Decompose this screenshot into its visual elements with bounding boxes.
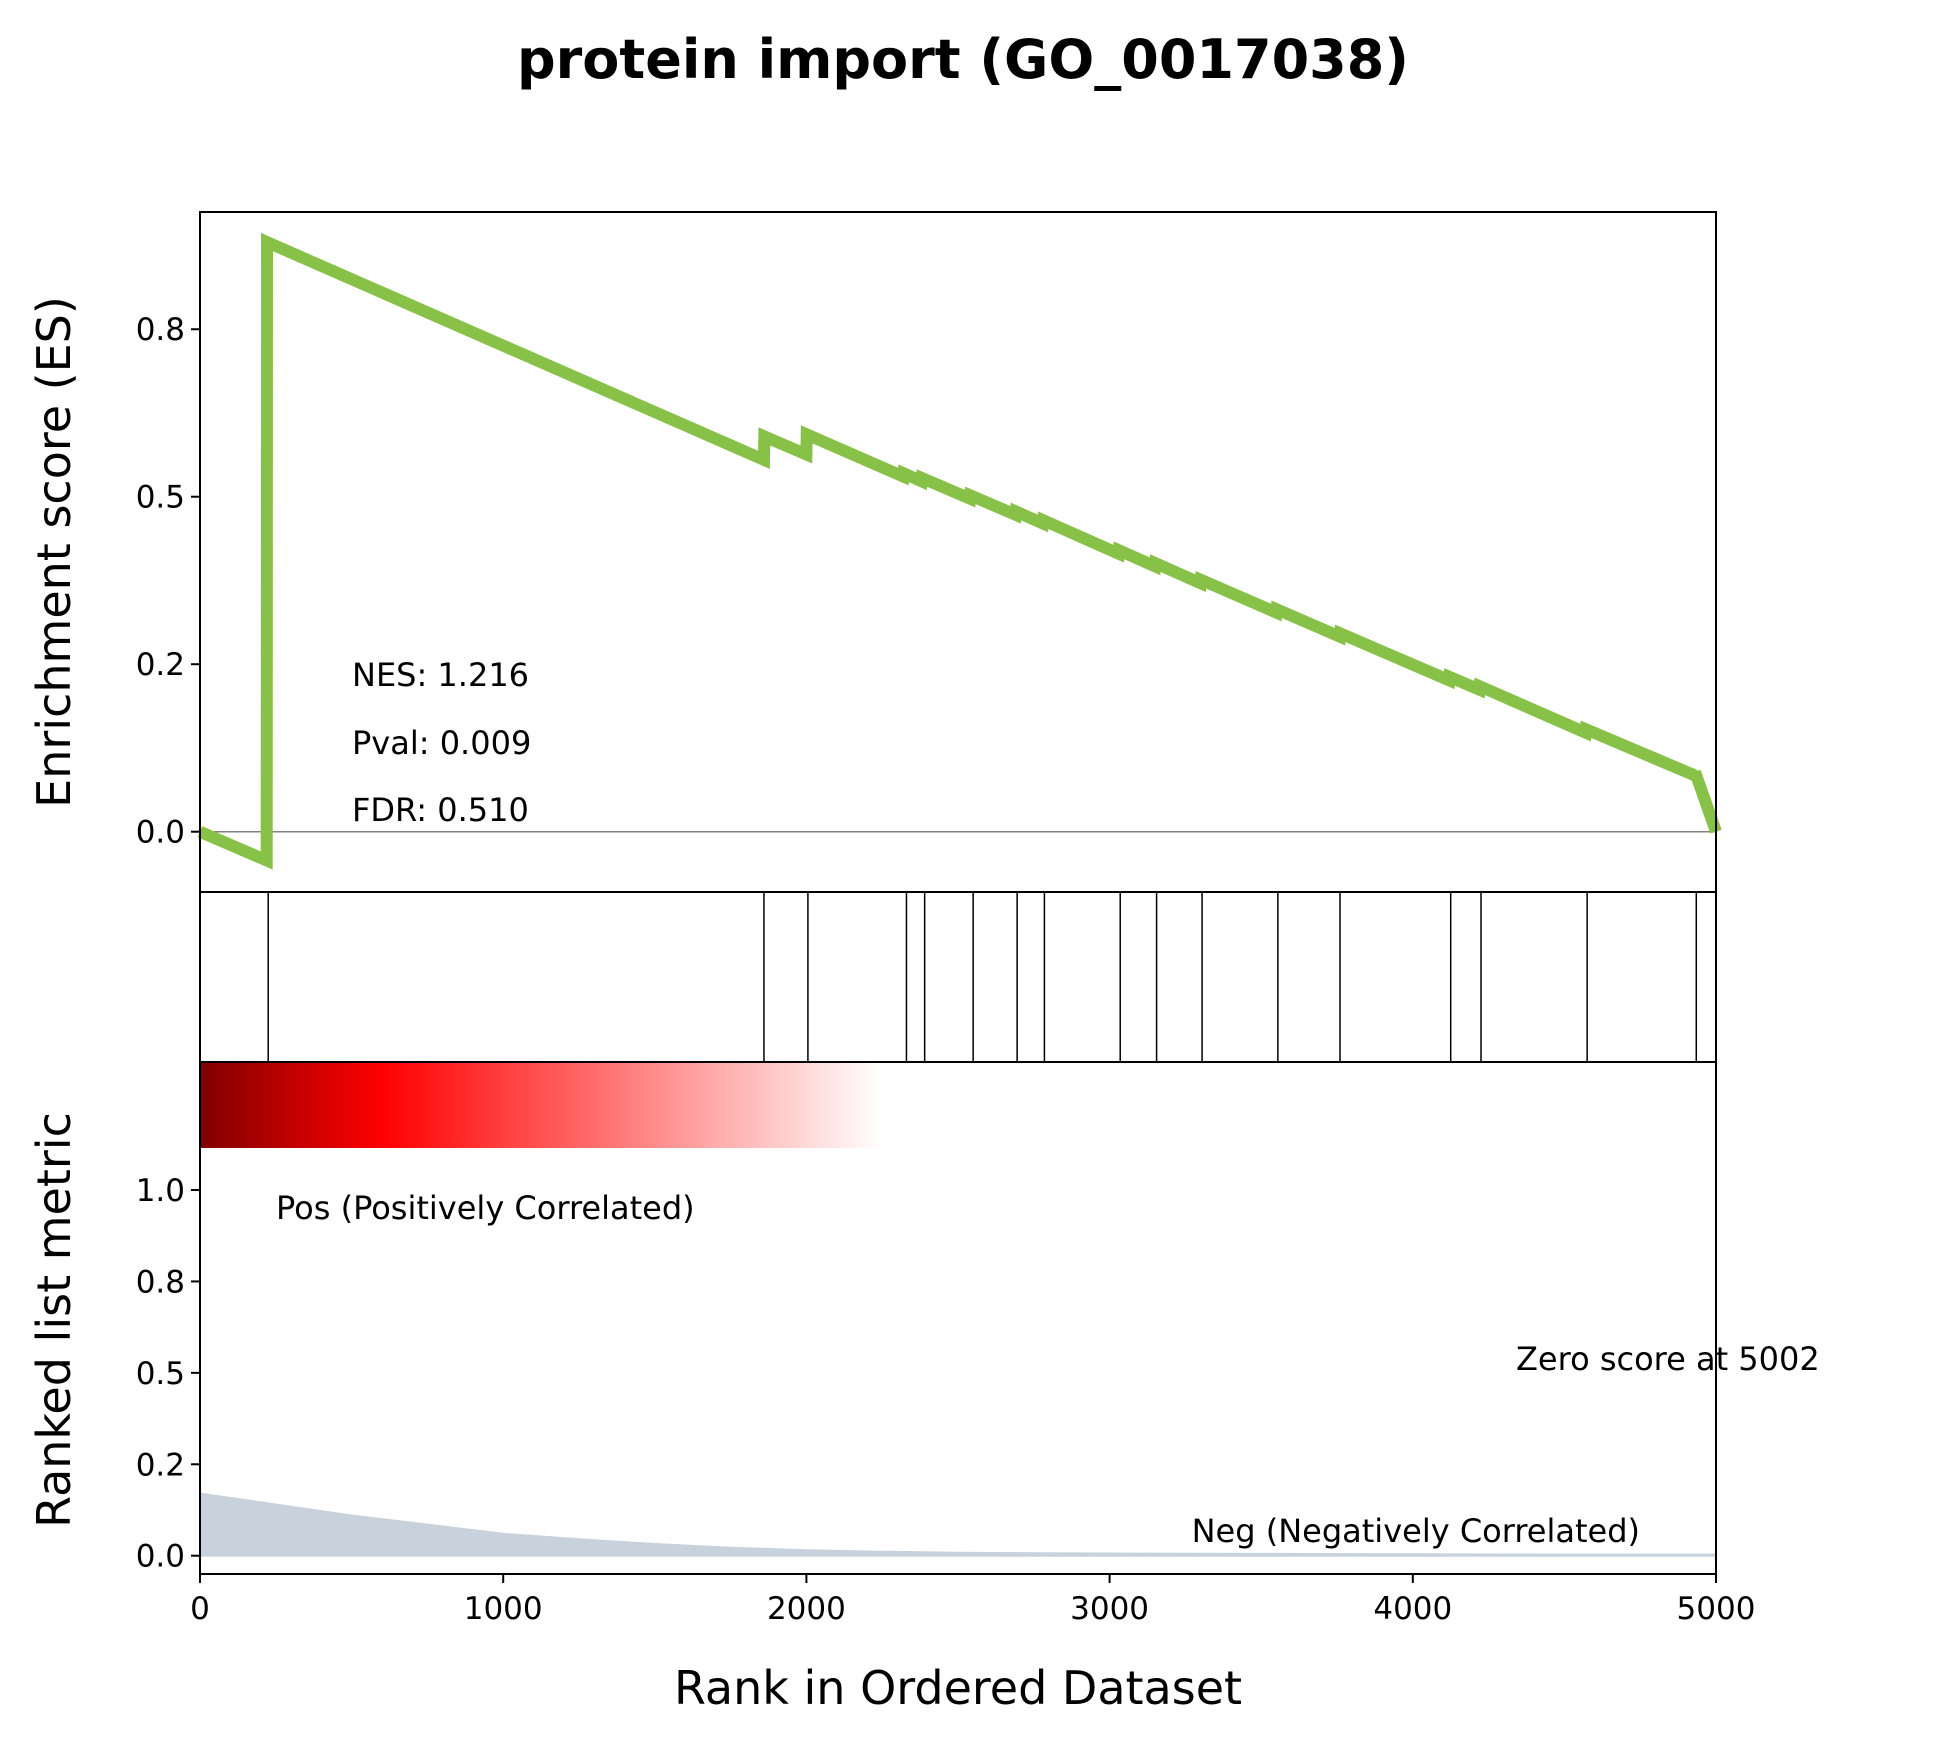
metric-y-tick-label: 0.2 [136, 1447, 185, 1483]
nes-value: NES: 1.216 [352, 656, 529, 694]
x-ticks: 0 1000 2000 3000 4000 5000 [190, 1574, 1755, 1627]
neg-label: Neg (Negatively Correlated) [1192, 1512, 1640, 1550]
es-y-tick-label: 0.5 [136, 480, 185, 516]
metric-y-tick-label: 0.0 [136, 1539, 185, 1575]
es-y-ticks: 0.0 0.2 0.5 0.8 [136, 312, 200, 851]
hits-panel-frame [199, 891, 1717, 1063]
fdr-value: FDR: 0.510 [352, 791, 529, 829]
x-tick-label: 1000 [464, 1591, 543, 1627]
es-y-tick-label: 0.2 [136, 647, 185, 683]
x-tick-label: 3000 [1070, 1591, 1149, 1627]
pos-label: Pos (Positively Correlated) [276, 1189, 695, 1227]
metric-y-tick-label: 0.5 [136, 1356, 185, 1392]
metric-panel-frame [199, 1061, 1717, 1575]
hits-panel [199, 891, 1717, 1063]
x-tick-label: 2000 [767, 1591, 846, 1627]
es-curve [197, 232, 1722, 870]
metric-y-tick-label: 0.8 [136, 1264, 185, 1300]
rank-heatmap [200, 1063, 1716, 1148]
x-tick-label: 5000 [1677, 1591, 1756, 1627]
metric-y-axis-label: Ranked list metric [27, 1112, 81, 1528]
hit-lines [267, 892, 1698, 1062]
chart-title: protein import (GO_0017038) [517, 28, 1409, 91]
es-y-axis-label: Enrichment score (ES) [27, 296, 81, 808]
metric-y-ticks: 0.0 0.2 0.5 0.8 1.0 [136, 1173, 200, 1575]
metric-panel: 0.0 0.2 0.5 0.8 1.0 Pos (Positively Correlat… [136, 1061, 1820, 1575]
x-tick-label: 4000 [1373, 1591, 1452, 1627]
zero-score-label: Zero score at 5002 [1516, 1340, 1820, 1378]
es-y-tick-label: 0.0 [136, 815, 185, 851]
x-axis-label: Rank in Ordered Dataset [674, 1661, 1242, 1715]
metric-y-tick-label: 1.0 [136, 1173, 185, 1209]
metric-area [199, 1492, 1717, 1557]
x-tick-label: 0 [190, 1591, 210, 1627]
pval-value: Pval: 0.009 [352, 724, 531, 762]
es-panel: 0.0 0.2 0.5 0.8 NES: 1.216 Pval: 0.009 FDR:… [136, 211, 1722, 893]
es-y-tick-label: 0.8 [136, 312, 185, 348]
